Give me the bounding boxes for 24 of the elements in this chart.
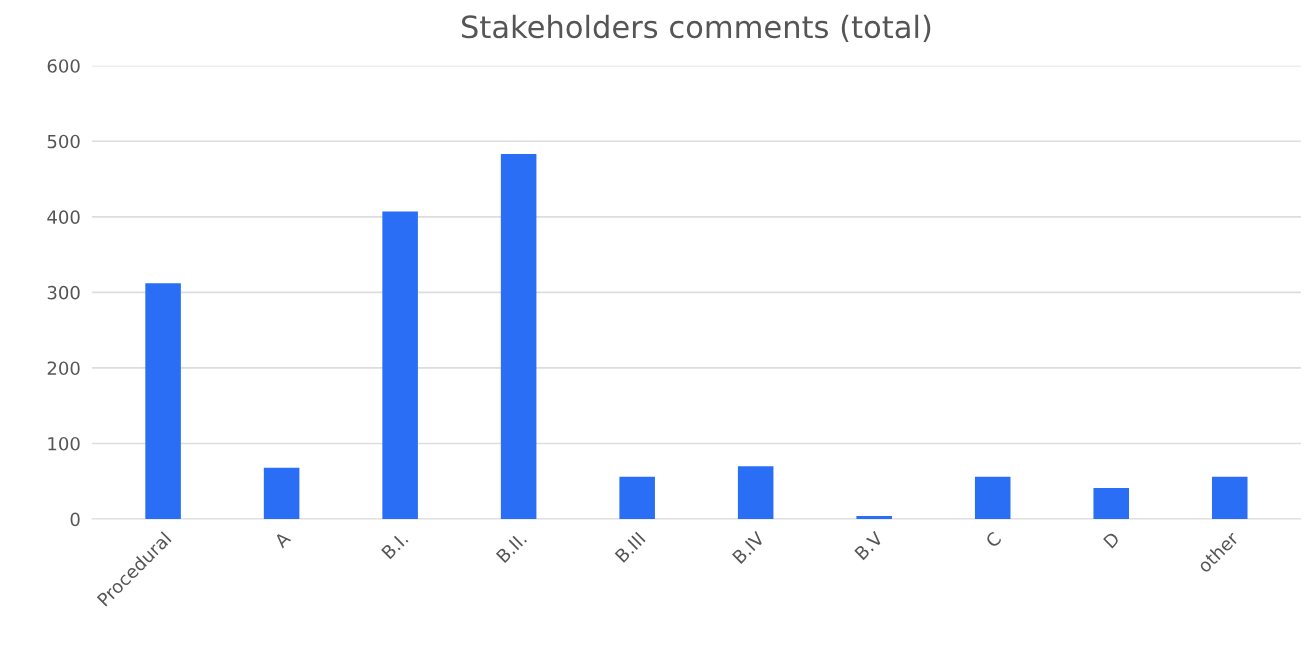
y-tick-label: 600 bbox=[47, 59, 80, 73]
y-tick-label: 100 bbox=[48, 436, 80, 451]
x-tick-label: B.V bbox=[854, 530, 884, 561]
bar bbox=[856, 516, 892, 520]
bar bbox=[619, 476, 655, 520]
bar bbox=[145, 283, 181, 520]
y-tick-label: 0 bbox=[70, 512, 80, 527]
y-tick-label: 500 bbox=[47, 134, 80, 149]
bar bbox=[382, 211, 418, 520]
x-tick-label: D bbox=[1103, 531, 1121, 549]
y-tick-label: 300 bbox=[47, 285, 80, 300]
bar bbox=[1211, 476, 1248, 520]
x-tick-label: B.I. bbox=[381, 531, 409, 560]
x-tick-label: C bbox=[984, 531, 1002, 549]
x-tick-label: B.II. bbox=[495, 531, 527, 563]
bar bbox=[500, 154, 537, 520]
bar bbox=[263, 467, 300, 520]
y-tick-label: 200 bbox=[47, 361, 80, 376]
bar bbox=[974, 476, 1011, 520]
x-tick-label: A bbox=[273, 530, 292, 549]
bar bbox=[737, 466, 774, 520]
bar bbox=[1093, 488, 1130, 520]
y-tick-label: 400 bbox=[47, 210, 80, 224]
chart-title: Stakeholders comments (total) bbox=[461, 14, 931, 42]
